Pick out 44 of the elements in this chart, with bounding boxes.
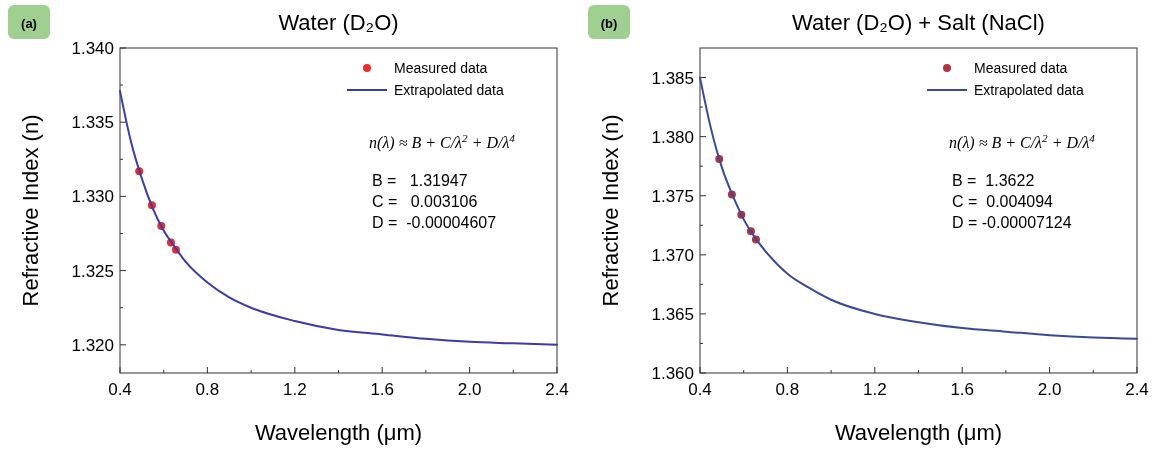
annotation: C = 0.004094 (952, 193, 1054, 210)
y-tick-label: 1.380 (651, 127, 694, 147)
x-tick-label: 0.4 (688, 380, 712, 399)
x-tick-label: 2.0 (1037, 380, 1062, 399)
y-axis-title: Refractive Index (n) (18, 114, 43, 307)
y-tick-label: 1.320 (71, 335, 114, 355)
y-tick-label: 1.340 (71, 39, 114, 58)
y-tick-label: 1.360 (651, 364, 694, 383)
legend-label: Measured data (974, 60, 1068, 76)
text: (b) (600, 16, 618, 31)
legend-label: Measured data (394, 60, 488, 76)
x-tick-label: 1.6 (950, 380, 975, 399)
annotation: B = 1.3622 (952, 172, 1035, 189)
annotation: D = -0.00007124 (952, 214, 1072, 231)
y-tick-label: 1.370 (651, 245, 694, 265)
x-tick-label: 2.4 (545, 380, 569, 399)
x-tick-label: 1.2 (282, 380, 307, 399)
annotation: D = -0.00004607 (372, 214, 497, 231)
x-tick-label: 2.4 (1125, 380, 1149, 399)
chart-title: Water (D₂O) (278, 10, 399, 35)
y-tick-label: 1.365 (651, 304, 694, 324)
text: (a) (21, 16, 37, 31)
y-tick-label: 1.325 (71, 261, 114, 281)
x-tick-label: 2.0 (457, 380, 482, 399)
legend-label: Extrapolated data (974, 82, 1084, 98)
annotation: C = 0.003106 (372, 193, 478, 210)
legend-label: Extrapolated data (394, 82, 504, 98)
chart-title: Water (D₂O) + Salt (NaCl) (792, 10, 1045, 35)
x-axis-title: Wavelength (μm) (834, 420, 1003, 445)
annotation: n(λ) ≈ B + C/λ$^{2}$ + D/λ$^{4}$ (369, 132, 516, 152)
y-axis-title: Refractive Index (n) (598, 114, 623, 307)
x-tick-label: 0.8 (775, 380, 800, 399)
x-tick-label: 1.2 (862, 380, 887, 399)
x-tick-label: 0.8 (195, 380, 220, 399)
y-tick-label: 1.335 (71, 113, 114, 133)
annotation: n(λ) ≈ B + C/λ$^{2}$ + D/λ$^{4}$ (949, 132, 1096, 152)
annotation: B = 1.31947 (372, 172, 468, 189)
x-tick-label: 1.6 (370, 380, 395, 399)
line-series (699, 76, 1138, 340)
y-tick-label: 1.375 (651, 186, 694, 206)
y-tick-label: 1.385 (651, 68, 694, 88)
x-axis-title: Wavelength (μm) (254, 420, 423, 445)
y-tick-label: 1.330 (71, 187, 114, 207)
x-tick-label: 0.4 (108, 380, 132, 399)
